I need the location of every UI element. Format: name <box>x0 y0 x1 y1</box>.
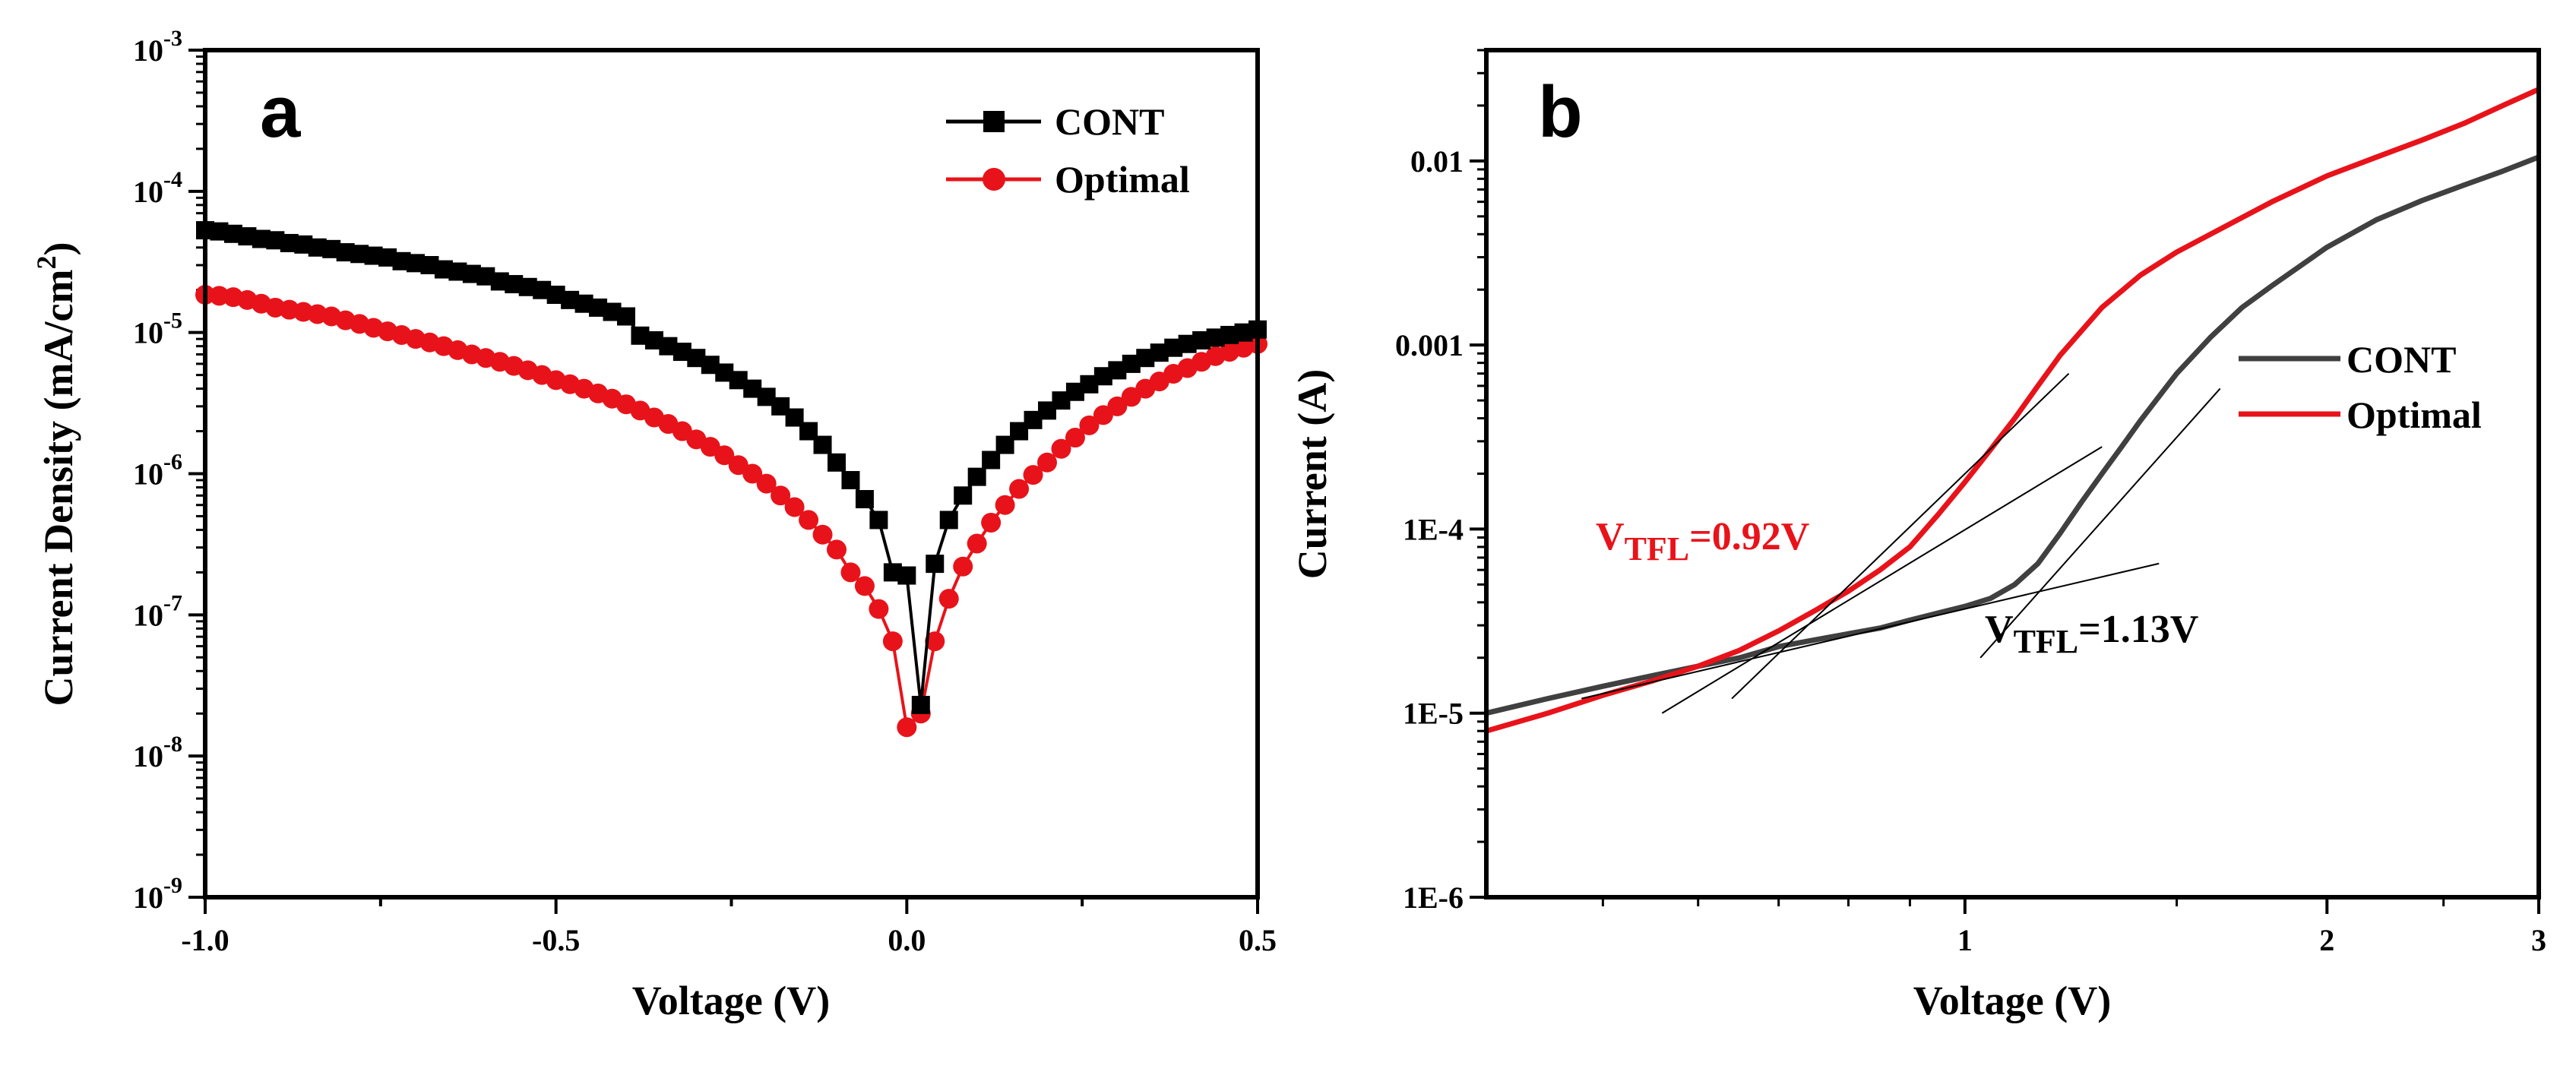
panel-b-label: b <box>1538 71 1583 153</box>
legend-cont-marker <box>983 111 1005 132</box>
series-cont <box>196 221 1267 714</box>
data-point <box>855 490 874 509</box>
x-tick-label: 1 <box>1957 923 1973 957</box>
vtfl-cont-annotation: VTFL=1.13V <box>1985 608 2198 660</box>
y-tick-label: 10-8 <box>133 732 182 773</box>
data-point <box>378 248 397 267</box>
legend-optimal-label: Optimal <box>1055 158 1190 201</box>
fit-line <box>1581 562 2160 700</box>
data-point <box>882 631 903 652</box>
data-point <box>827 539 847 560</box>
series-optimal-line <box>1486 87 2540 734</box>
data-point <box>967 533 987 554</box>
data-point <box>742 463 763 484</box>
fit-line <box>1979 387 2221 659</box>
data-point <box>897 566 916 585</box>
panel-b-legend: CONT Optimal <box>2239 338 2482 436</box>
y-tick-label: 10-6 <box>133 450 182 492</box>
data-point <box>939 511 958 530</box>
data-point <box>771 397 790 416</box>
y-tick-label: 1E-4 <box>1403 512 1464 546</box>
data-point <box>841 471 860 490</box>
data-point <box>771 485 791 506</box>
vtfl-optimal-annotation: VTFL=0.92V <box>1596 515 1809 568</box>
data-point <box>1065 428 1085 448</box>
panel-b-series-layer <box>1486 87 2540 734</box>
y-tick-label: 0.001 <box>1395 328 1464 362</box>
data-point <box>813 435 832 454</box>
data-point <box>1065 382 1084 401</box>
legend-cont-label: CONT <box>1055 100 1164 143</box>
data-point <box>1037 452 1057 473</box>
panel-a-legend: CONT Optimal <box>946 100 1190 201</box>
panel-b-ticks: 1 2 3 1E-6 1E-5 1E-4 0.001 0.01 <box>1395 49 2546 957</box>
x-tick-label: 0.0 <box>888 923 926 957</box>
data-point <box>812 524 833 545</box>
data-point <box>967 467 986 486</box>
panel-a-label: a <box>260 71 301 153</box>
y-tick-label: 1E-6 <box>1403 881 1464 915</box>
panel-b-plot-frame <box>1484 48 2541 900</box>
fit-line <box>1731 372 2070 700</box>
data-point <box>897 717 917 738</box>
data-point <box>1023 465 1043 485</box>
data-point <box>854 576 875 596</box>
data-point <box>954 486 973 505</box>
panel-b-x-axis-label: Voltage (V) <box>1913 978 2111 1023</box>
series-cont-line <box>1486 154 2540 716</box>
legend-cont-label: CONT <box>2347 338 2456 381</box>
panel-a: -1.0 -0.5 0.0 0.5 10-9 10-8 10-7 10-6 10-5 10-4 10… <box>31 26 1277 1023</box>
x-tick-label: 2 <box>2319 923 2334 957</box>
y-tick-label: 0.01 <box>1410 144 1464 179</box>
y-tick-label: 1E-5 <box>1403 697 1464 731</box>
panel-a-series-layer <box>195 221 1267 738</box>
series-optimal <box>195 285 1267 738</box>
y-tick-label: 10-3 <box>133 26 182 68</box>
data-point <box>840 562 861 583</box>
panel-a-x-axis-label: Voltage (V) <box>632 978 830 1023</box>
panel-a-plot-frame <box>203 48 1260 900</box>
panel-a-y-axis-label: Current Density (mA/cm2) <box>31 242 81 707</box>
data-point <box>799 510 819 530</box>
data-point <box>869 511 888 530</box>
data-point <box>911 695 930 714</box>
x-tick-label: -0.5 <box>532 923 580 957</box>
data-point <box>714 445 735 466</box>
legend-optimal-label: Optimal <box>2347 394 2482 436</box>
panel-a-ticks: -1.0 -0.5 0.0 0.5 10-9 10-8 10-7 10-6 10-5 10-4 10… <box>133 26 1277 957</box>
data-point <box>926 555 945 574</box>
data-point <box>756 473 777 494</box>
data-point <box>981 512 1002 533</box>
x-tick-label: 0.5 <box>1239 923 1277 957</box>
y-tick-label: 10-5 <box>133 308 182 350</box>
data-point <box>1107 396 1128 416</box>
y-tick-label: 10-9 <box>133 873 182 915</box>
data-point <box>953 556 973 577</box>
data-point <box>828 453 846 472</box>
x-tick-label: 3 <box>2531 923 2546 957</box>
data-point <box>1009 479 1030 499</box>
data-point <box>938 589 959 609</box>
data-point <box>1079 415 1100 435</box>
fit-line <box>1661 446 2103 714</box>
data-point <box>617 307 635 326</box>
panel-b-y-axis-label: Current (A) <box>1290 369 1335 579</box>
legend-optimal-marker <box>983 168 1005 191</box>
data-point <box>1051 438 1071 459</box>
data-point <box>869 599 889 619</box>
series-line <box>204 293 1258 731</box>
data-point <box>995 495 1015 515</box>
y-tick-label: 10-7 <box>133 590 182 632</box>
x-tick-label: -1.0 <box>181 923 229 957</box>
y-tick-label: 10-4 <box>133 167 182 209</box>
data-point <box>784 497 805 517</box>
data-point <box>925 631 945 652</box>
